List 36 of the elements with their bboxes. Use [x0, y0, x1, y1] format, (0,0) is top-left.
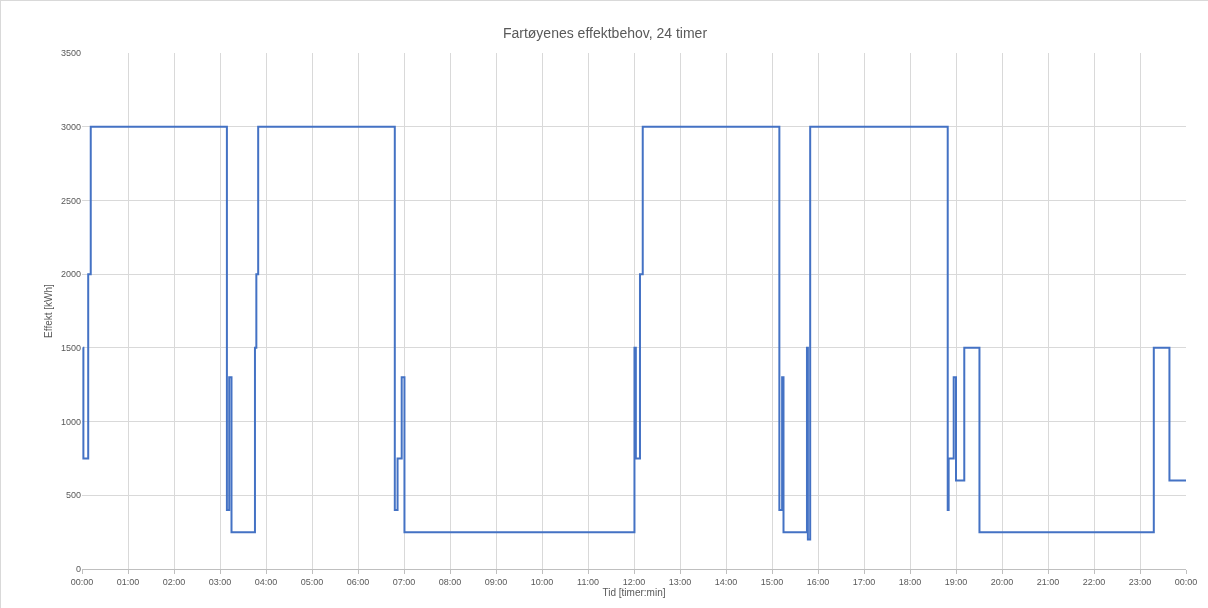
x-tick-label: 23:00 — [1128, 576, 1152, 587]
x-tick-label: 12:00 — [622, 576, 646, 587]
y-tick-label: 3500 — [60, 48, 81, 59]
x-tick-label: 22:00 — [1082, 576, 1106, 587]
x-tick-label: 07:00 — [392, 576, 416, 587]
x-tick-label: 08:00 — [438, 576, 462, 587]
y-tick-label: 0 — [75, 564, 81, 575]
x-tick-label: 21:00 — [1036, 576, 1060, 587]
y-tick-label: 3000 — [60, 121, 81, 132]
x-tick-label: 00:00 — [1174, 576, 1198, 587]
x-tick-label: 16:00 — [806, 576, 830, 587]
x-tick-label: 00:00 — [70, 576, 94, 587]
x-tick-label: 14:00 — [714, 576, 738, 587]
y-tick-label: 500 — [65, 490, 81, 501]
x-tick-label: 13:00 — [668, 576, 692, 587]
x-axis-title: Tid [timer:min] — [602, 586, 666, 598]
y-axis-title: Effekt [kWh] — [43, 283, 54, 338]
x-tick-label: 05:00 — [300, 576, 324, 587]
y-tick-label: 2000 — [60, 269, 81, 280]
x-tick-label: 17:00 — [852, 576, 876, 587]
y-tick-label: 2500 — [60, 195, 81, 206]
x-tick-label: 03:00 — [208, 576, 232, 587]
x-tick-label: 20:00 — [990, 576, 1014, 587]
chart-title: Fartøyenes effektbehov, 24 timer — [502, 25, 708, 42]
x-tick-label: 09:00 — [484, 576, 508, 587]
y-tick-label: 1000 — [60, 416, 81, 427]
x-tick-label: 18:00 — [898, 576, 922, 587]
x-tick-label: 10:00 — [530, 576, 554, 587]
x-tick-label: 15:00 — [760, 576, 784, 587]
x-tick-label: 19:00 — [944, 576, 968, 587]
x-tick-label: 01:00 — [116, 576, 140, 587]
y-tick-label: 1500 — [60, 343, 81, 354]
x-tick-label: 11:00 — [577, 576, 599, 587]
x-tick-label: 02:00 — [162, 576, 186, 587]
x-tick-label: 04:00 — [254, 576, 278, 587]
x-tick-label: 06:00 — [346, 576, 370, 587]
